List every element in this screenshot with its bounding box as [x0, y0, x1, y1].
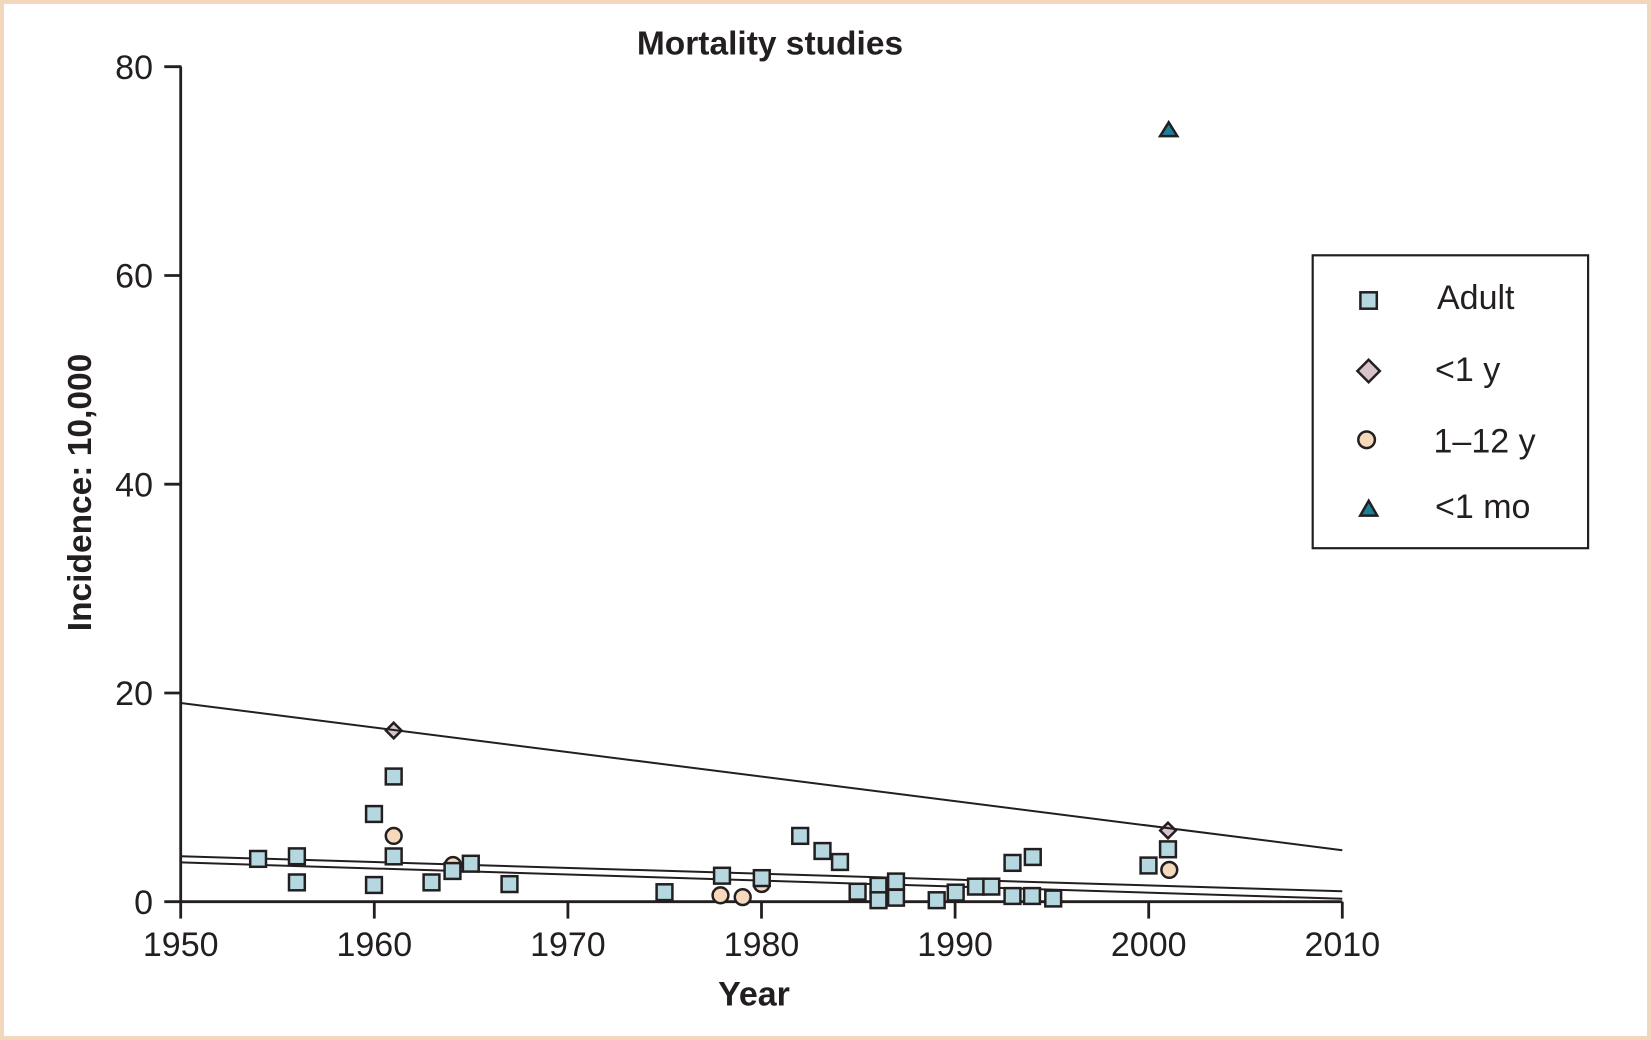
svg-text:80: 80 — [115, 49, 153, 87]
svg-text:40: 40 — [115, 466, 153, 504]
svg-text:1980: 1980 — [724, 926, 800, 964]
svg-text:1–12 y: 1–12 y — [1434, 423, 1536, 461]
svg-text:Mortality studies: Mortality studies — [637, 25, 903, 62]
svg-text:Adult: Adult — [1437, 279, 1515, 317]
svg-text:1950: 1950 — [143, 926, 219, 964]
svg-text:1960: 1960 — [336, 926, 412, 964]
svg-text:<1 y: <1 y — [1435, 351, 1500, 389]
svg-text:Year: Year — [718, 975, 790, 1013]
svg-text:Incidence: 10,000: Incidence: 10,000 — [62, 354, 99, 631]
svg-text:1970: 1970 — [530, 926, 606, 964]
svg-text:20: 20 — [115, 675, 153, 713]
svg-text:<1 mo: <1 mo — [1435, 488, 1530, 526]
svg-text:2000: 2000 — [1111, 926, 1187, 964]
svg-text:0: 0 — [134, 884, 153, 922]
svg-text:60: 60 — [115, 258, 153, 296]
svg-text:1990: 1990 — [917, 926, 993, 964]
svg-text:2010: 2010 — [1304, 926, 1380, 964]
